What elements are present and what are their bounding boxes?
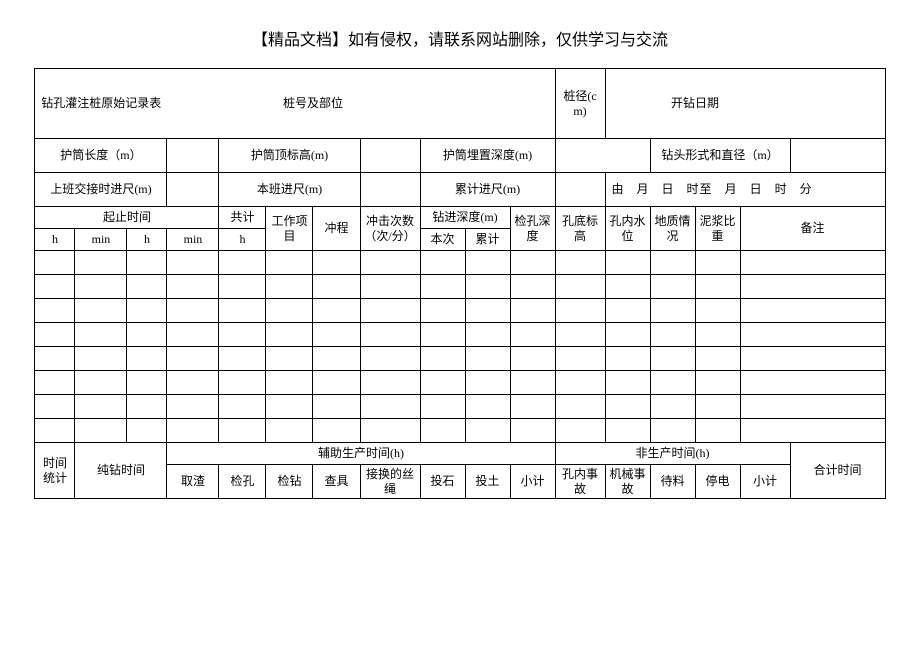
start-date-label: 开钻日期 xyxy=(650,69,740,139)
aux-rope: 接换的丝绳 xyxy=(360,465,420,499)
np-waitmat: 待料 xyxy=(650,465,695,499)
casing-len-label: 护筒长度（m） xyxy=(35,139,167,173)
cum-shift-value xyxy=(555,173,605,207)
aux-tools: 查具 xyxy=(313,465,360,499)
prev-shift-label: 上班交接时进尺(m) xyxy=(35,173,167,207)
start-date-value xyxy=(740,69,885,139)
drilldepth-label: 钻进深度(m) xyxy=(420,207,510,229)
np-mechacc: 机械事故 xyxy=(605,465,650,499)
aux-checkdrill: 检钻 xyxy=(266,465,313,499)
startstop-label: 起止时间 xyxy=(35,207,219,229)
table-title: 钻孔灌注桩原始记录表 xyxy=(35,69,167,139)
np-subtotal: 小计 xyxy=(740,465,790,499)
diameter-value xyxy=(605,69,650,139)
min2-label: min xyxy=(167,229,219,251)
h2-label: h xyxy=(127,229,167,251)
checkdepth-label: 检孔深度 xyxy=(510,207,555,251)
this-shift-value xyxy=(360,173,420,207)
remark-label: 备注 xyxy=(740,207,885,251)
h1-label: h xyxy=(35,229,75,251)
thistime-label: 本次 xyxy=(420,229,465,251)
np-poweroff: 停电 xyxy=(695,465,740,499)
puredrill-label: 纯钻时间 xyxy=(75,443,167,499)
cum-shift-label: 累计进尺(m) xyxy=(420,173,555,207)
drill-head-value xyxy=(790,139,885,173)
this-shift-label: 本班进尺(m) xyxy=(219,173,360,207)
blank xyxy=(167,69,266,139)
bottomelev-label: 孔底标高 xyxy=(555,207,605,251)
strokefreq-label: 冲击次数（次/分） xyxy=(360,207,420,251)
casing-depth-label: 护筒埋置深度(m) xyxy=(420,139,555,173)
aux-title: 辅助生产时间(h) xyxy=(167,443,555,465)
aux-soil: 投土 xyxy=(465,465,510,499)
drill-head-label: 钻头形式和直径（m） xyxy=(650,139,790,173)
casing-len-value xyxy=(167,139,219,173)
page-header: 【精品文档】如有侵权，请联系网站删除，仅供学习与交流 xyxy=(0,0,920,68)
aux-stone: 投石 xyxy=(420,465,465,499)
period-cell: 由 月 日 时至 月 日 时 分 xyxy=(605,173,885,207)
waterlevel-label: 孔内水位 xyxy=(605,207,650,251)
nonprod-title: 非生产时间(h) xyxy=(555,443,790,465)
np-holeacc: 孔内事故 xyxy=(555,465,605,499)
total-label: 共计 xyxy=(219,207,266,229)
aux-check: 检孔 xyxy=(219,465,266,499)
casing-top-value xyxy=(360,139,420,173)
h3-label: h xyxy=(219,229,266,251)
totaltime-label: 合计时间 xyxy=(790,443,885,499)
diameter-label: 桩径(cm) xyxy=(555,69,605,139)
casing-depth-value xyxy=(555,139,650,173)
table-cell xyxy=(35,251,75,275)
timestats-label: 时间统计 xyxy=(35,443,75,499)
prev-shift-value xyxy=(167,173,219,207)
casing-top-label: 护筒顶标高(m) xyxy=(219,139,360,173)
record-table: 钻孔灌注桩原始记录表 桩号及部位 桩径(cm) 开钻日期 护筒长度（m） 护筒顶… xyxy=(34,68,885,499)
cum-label: 累计 xyxy=(465,229,510,251)
aux-subtotal: 小计 xyxy=(510,465,555,499)
min1-label: min xyxy=(75,229,127,251)
mudsg-label: 泥浆比重 xyxy=(695,207,740,251)
aux-slag: 取渣 xyxy=(167,465,219,499)
stroke-label: 冲程 xyxy=(313,207,360,251)
pile-no-value xyxy=(360,69,555,139)
geology-label: 地质情况 xyxy=(650,207,695,251)
pile-no-label: 桩号及部位 xyxy=(266,69,360,139)
workitem-label: 工作项目 xyxy=(266,207,313,251)
